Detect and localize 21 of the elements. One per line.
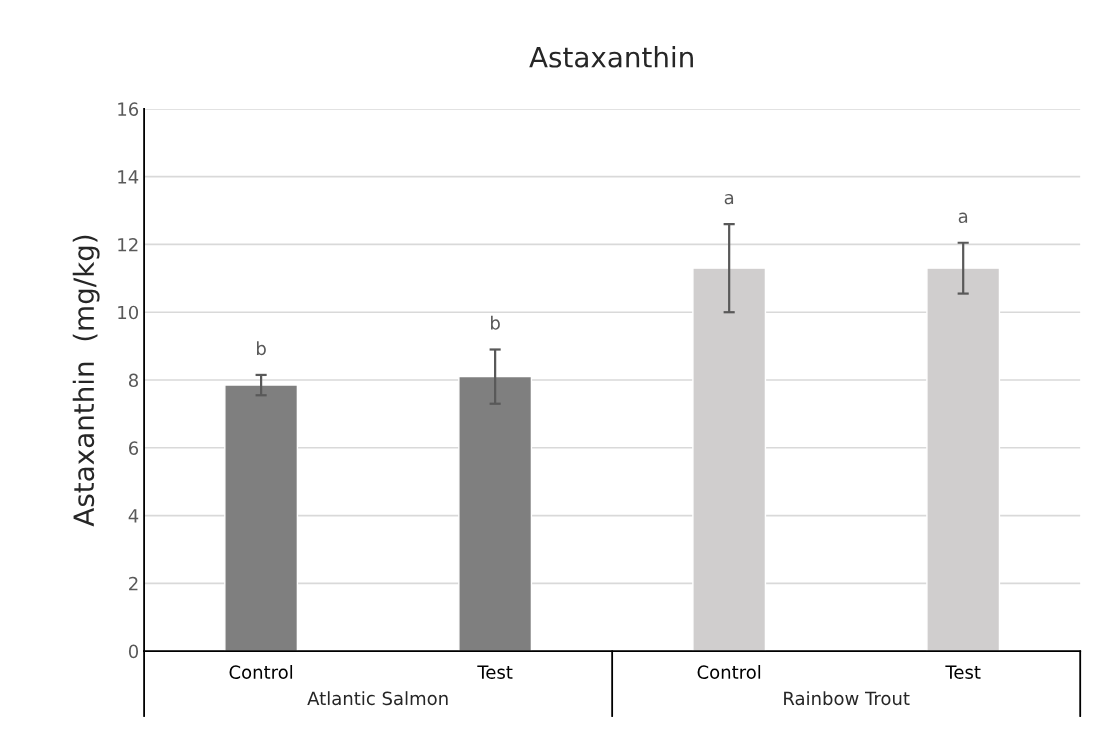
- x-tick-label: Test: [945, 665, 981, 679]
- annotation: b: [257, 341, 266, 356]
- x-tick-label: Test: [477, 665, 513, 679]
- annotation: a: [958, 212, 968, 223]
- y-tick-label: 10: [118, 305, 139, 320]
- x-tick-label: Control: [229, 665, 293, 679]
- y-tick-label: 12: [118, 237, 138, 252]
- y-tick-label: 8: [128, 373, 138, 388]
- y-tick-label: 2: [129, 576, 138, 591]
- text: Rainbow Trout: [784, 691, 910, 706]
- x-tick-label: Control: [697, 665, 761, 679]
- annotation: b: [491, 315, 500, 330]
- y-axis-title: Astaxanthin (mg/kg): [72, 235, 100, 527]
- annotation: a: [724, 193, 734, 205]
- y-tick-label: 16: [118, 102, 139, 117]
- y-tick-label: 0: [128, 644, 139, 659]
- y-tick-label: 6: [129, 441, 139, 455]
- chart-title: Astaxanthin: [529, 46, 693, 68]
- y-tick-label: 4: [128, 509, 139, 523]
- text: Atlantic Salmon: [307, 691, 448, 706]
- y-tick-label: 14: [118, 170, 139, 184]
